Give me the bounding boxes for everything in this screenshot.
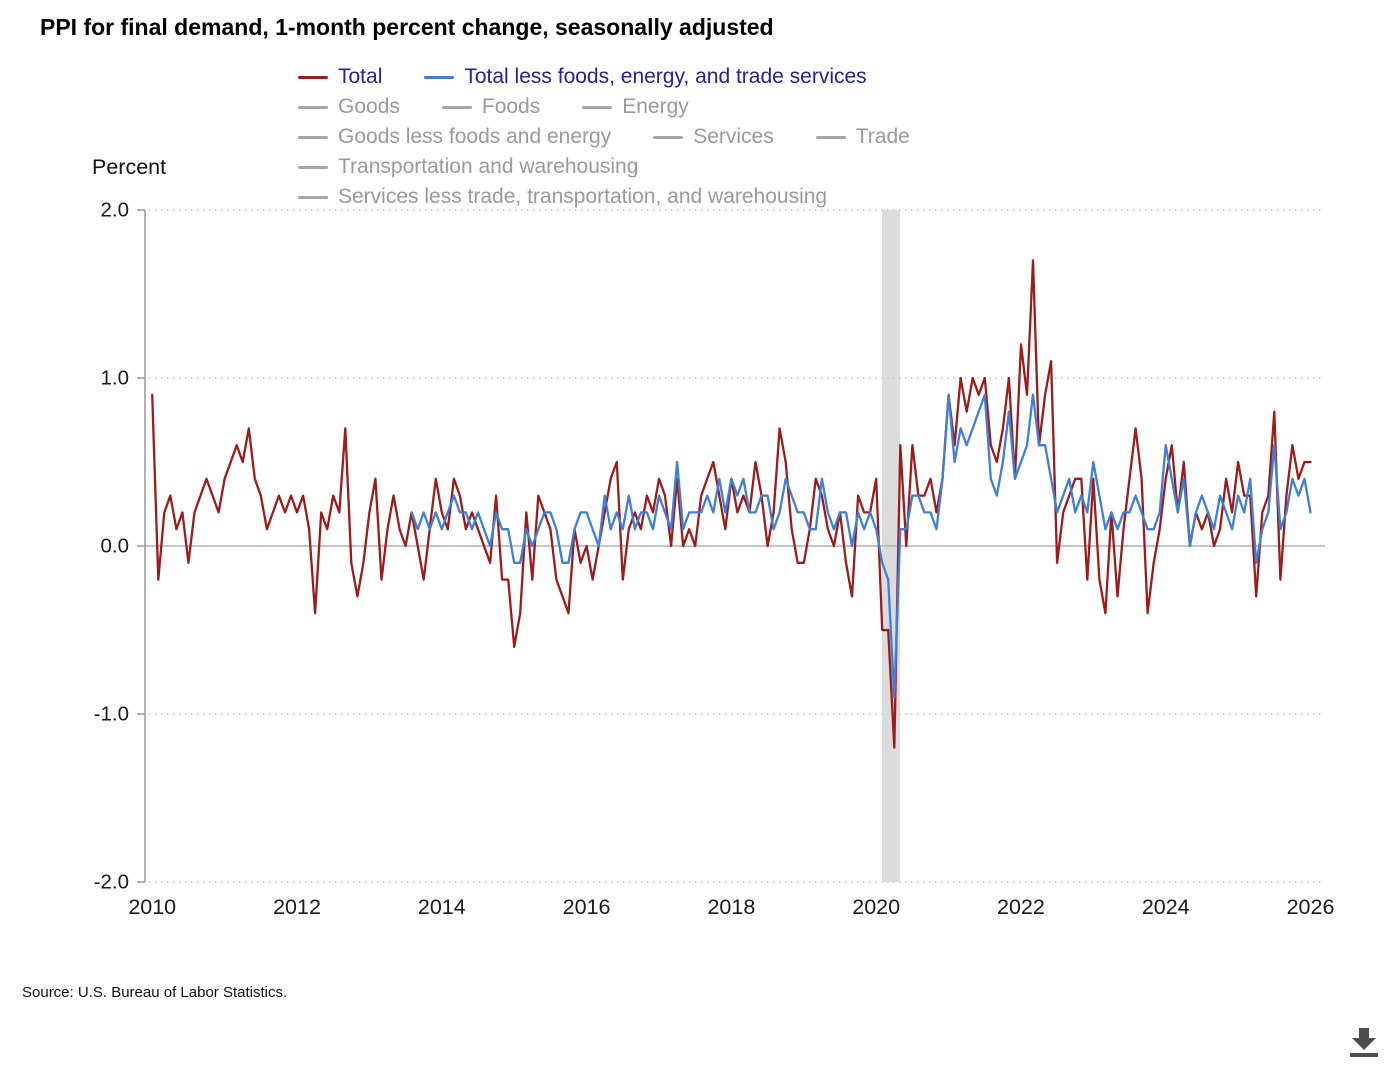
series-line-total-less-foods-energy-trade: [410, 393, 1312, 699]
x-tick-label: 2026: [1287, 895, 1335, 919]
legend-item-label: Goods less foods and energy: [338, 125, 612, 148]
y-axis-title: Percent: [92, 155, 167, 179]
legend-swatch-line: [298, 135, 328, 139]
legend-item-label: Services less trade, transportation, and…: [338, 185, 828, 208]
legend-item-goods[interactable]: Goods: [298, 95, 400, 119]
legend-item-label: Trade: [855, 125, 910, 148]
chart-legend: Total Total less foods, energy, and trade…: [298, 62, 910, 212]
legend-item-trade[interactable]: Trade: [815, 125, 910, 149]
legend-row: Transportation and warehousing: [298, 152, 910, 182]
download-icon: [1350, 1028, 1378, 1057]
legend-swatch-line: [298, 195, 328, 199]
legend-item-label: Energy: [622, 95, 689, 118]
legend-item-label: Transportation and warehousing: [338, 155, 639, 178]
legend-row: Services less trade, transportation, and…: [298, 182, 910, 212]
x-tick-label: 2022: [997, 895, 1045, 919]
legend-item-goods-less-foods-and-energy[interactable]: Goods less foods and energy: [298, 125, 611, 149]
legend-row: Goods Foods Energy: [298, 92, 910, 122]
legend-swatch-line: [653, 135, 684, 139]
legend-swatch-line: [582, 105, 613, 109]
legend-item-energy[interactable]: Energy: [582, 95, 689, 119]
x-tick-label: 2014: [418, 895, 466, 919]
legend-swatch-line: [298, 105, 328, 109]
legend-item-total[interactable]: Total: [298, 65, 382, 89]
y-tick-label: -1.0: [94, 703, 129, 726]
x-tick-label: 2024: [1142, 895, 1190, 919]
x-tick-label: 2010: [128, 895, 176, 919]
legend-item-services-less-trade-transportation-and-warehousing[interactable]: Services less trade, transportation, and…: [298, 185, 827, 209]
legend-item-label: Foods: [481, 95, 541, 118]
x-tick-label: 2016: [563, 895, 611, 919]
page-title: PPI for final demand, 1-month percent ch…: [40, 14, 774, 40]
legend-item-foods[interactable]: Foods: [441, 95, 541, 119]
legend-swatch-line: [424, 75, 455, 79]
legend-item-services[interactable]: Services: [653, 125, 774, 149]
y-tick-label: 1.0: [101, 367, 130, 390]
legend-swatch-line: [298, 165, 328, 169]
download-button[interactable]: [1344, 1022, 1384, 1062]
legend-swatch-line: [298, 75, 328, 79]
y-tick-label: 2.0: [101, 199, 130, 222]
legend-swatch-line: [815, 135, 846, 139]
legend-row: Goods less foods and energy Services Trade: [298, 122, 910, 152]
legend-row: Total Total less foods, energy, and trade…: [298, 62, 910, 92]
legend-item-total-less-foods-energy-and-trade-services[interactable]: Total less foods, energy, and trade serv…: [424, 65, 867, 89]
legend-item-label: Goods: [338, 95, 400, 118]
legend-item-label: Total less foods, energy, and trade serv…: [464, 65, 867, 88]
source-note: Source: U.S. Bureau of Labor Statistics.: [22, 984, 288, 1001]
legend-item-transportation-and-warehousing[interactable]: Transportation and warehousing: [298, 155, 638, 179]
y-tick-label: -2.0: [94, 871, 129, 894]
x-tick-label: 2012: [273, 895, 321, 919]
series-line-total: [151, 259, 1312, 749]
y-tick-label: 0.0: [101, 535, 130, 558]
legend-item-label: Services: [693, 125, 774, 148]
x-tick-label: 2018: [707, 895, 755, 919]
legend-swatch-line: [441, 105, 472, 109]
legend-item-label: Total: [338, 65, 383, 88]
x-tick-label: 2020: [852, 895, 900, 919]
